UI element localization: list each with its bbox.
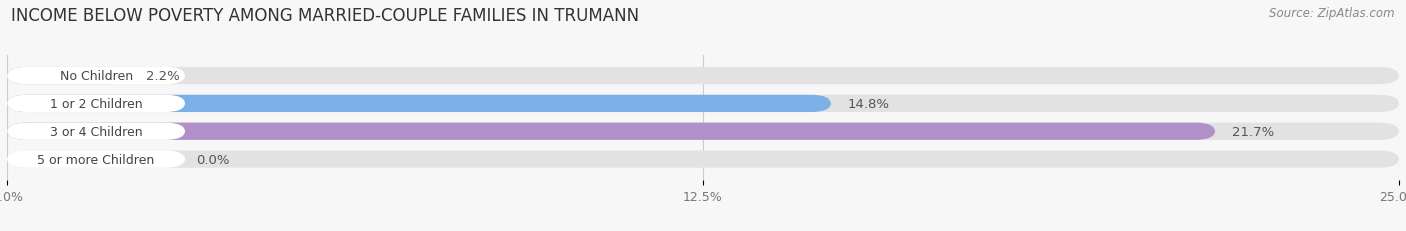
FancyBboxPatch shape	[7, 95, 831, 112]
FancyBboxPatch shape	[7, 95, 186, 112]
Text: 0.0%: 0.0%	[197, 153, 229, 166]
Text: Source: ZipAtlas.com: Source: ZipAtlas.com	[1270, 7, 1395, 20]
FancyBboxPatch shape	[7, 68, 129, 85]
FancyBboxPatch shape	[7, 151, 186, 168]
Text: 5 or more Children: 5 or more Children	[38, 153, 155, 166]
Text: 2.2%: 2.2%	[146, 70, 180, 83]
Text: INCOME BELOW POVERTY AMONG MARRIED-COUPLE FAMILIES IN TRUMANN: INCOME BELOW POVERTY AMONG MARRIED-COUPL…	[11, 7, 640, 25]
FancyBboxPatch shape	[7, 151, 1399, 168]
FancyBboxPatch shape	[7, 68, 186, 85]
FancyBboxPatch shape	[7, 95, 1399, 112]
FancyBboxPatch shape	[7, 68, 1399, 85]
Text: 1 or 2 Children: 1 or 2 Children	[49, 97, 142, 110]
Text: 21.7%: 21.7%	[1232, 125, 1274, 138]
Text: 14.8%: 14.8%	[848, 97, 890, 110]
Text: No Children: No Children	[59, 70, 132, 83]
FancyBboxPatch shape	[7, 123, 186, 140]
Text: 3 or 4 Children: 3 or 4 Children	[49, 125, 142, 138]
FancyBboxPatch shape	[7, 123, 1215, 140]
FancyBboxPatch shape	[7, 123, 1399, 140]
